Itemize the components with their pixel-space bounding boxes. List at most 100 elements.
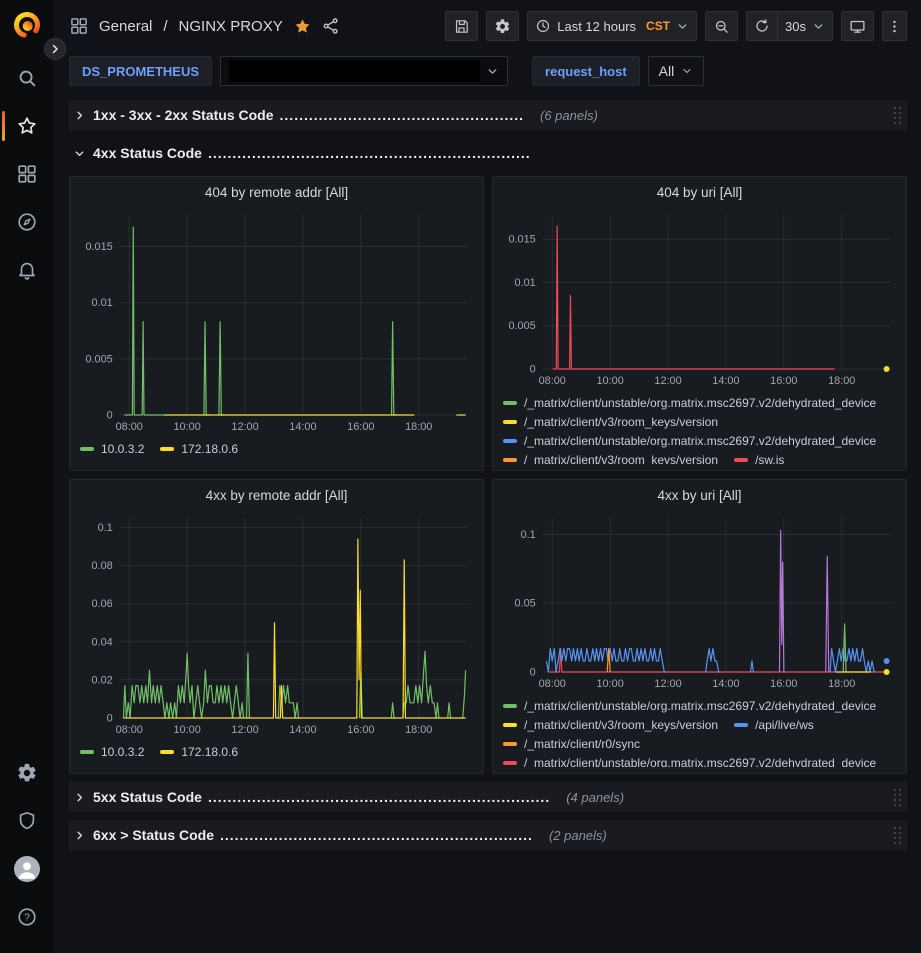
- sidebar-item-alerting[interactable]: [0, 246, 54, 294]
- legend-item[interactable]: /sw.js: [734, 453, 784, 464]
- row-drag-handle[interactable]: [891, 105, 903, 125]
- row-title: 5xx Status Code: [93, 789, 202, 805]
- grafana-logo[interactable]: [12, 10, 42, 40]
- legend-item[interactable]: 172.18.0.6: [160, 745, 238, 759]
- star-icon: [18, 117, 36, 134]
- request-host-select[interactable]: All: [647, 56, 705, 86]
- chart-canvas[interactable]: 08:00 10:00 12:00 14:00 16:00 18:00 0 0.02 0.04 0…: [78, 510, 475, 741]
- legend-item[interactable]: /api/live/ws: [734, 718, 814, 732]
- legend-swatch: [503, 439, 517, 443]
- legend-swatch: [503, 742, 517, 746]
- request-host-value: All: [658, 63, 675, 79]
- legend-swatch: [503, 761, 517, 765]
- legend-item[interactable]: /_matrix/client/r0/sync: [503, 737, 640, 751]
- legend-label[interactable]: 10.0.3.2: [101, 745, 145, 759]
- row-drag-handle[interactable]: [891, 787, 903, 807]
- legend-label[interactable]: /_matrix/client/v3/room_keys/version: [524, 718, 719, 732]
- legend-label[interactable]: 172.18.0.6: [181, 442, 239, 456]
- clock-icon: [537, 19, 550, 33]
- svg-text:18:00: 18:00: [828, 678, 855, 690]
- legend-item[interactable]: 10.0.3.2: [80, 442, 144, 456]
- sidebar-item-starred[interactable]: [0, 102, 54, 150]
- legend-label[interactable]: /_matrix/client/unstable/org.matrix.msc2…: [524, 396, 877, 410]
- legend-item[interactable]: /_matrix/client/v3/room_keys/version: [503, 415, 718, 429]
- sidebar-item-server-admin[interactable]: [0, 797, 54, 845]
- svg-text:16:00: 16:00: [347, 421, 374, 433]
- breadcrumb-dashboard-title[interactable]: NGINX PROXY: [178, 17, 283, 35]
- row-panel-count: (6 panels): [540, 107, 598, 123]
- sidebar-item-profile[interactable]: [0, 845, 54, 893]
- row-drag-handle[interactable]: [891, 825, 903, 845]
- row-toggle[interactable]: 5xx Status Code ........................…: [71, 789, 891, 805]
- bell-icon: [19, 262, 35, 280]
- panel-title[interactable]: 404 by uri [All]: [656, 185, 743, 200]
- legend-item[interactable]: 172.18.0.6: [160, 442, 238, 456]
- refresh-interval-picker[interactable]: 30s: [777, 11, 833, 41]
- dashboards-grid-icon: [18, 165, 36, 183]
- share-icon[interactable]: [322, 17, 340, 35]
- legend-label[interactable]: /_matrix/client/unstable/org.matrix.msc2…: [524, 756, 877, 767]
- question-circle-icon: ?: [18, 908, 36, 926]
- zoom-out-time-button[interactable]: [705, 11, 739, 41]
- legend-label[interactable]: /api/live/ws: [755, 718, 814, 732]
- svg-text:0.005: 0.005: [508, 320, 535, 332]
- row-toggle[interactable]: 6xx > Status Code ......................…: [71, 827, 891, 843]
- favorite-star-icon[interactable]: [293, 17, 312, 36]
- datasource-select[interactable]: [220, 56, 509, 86]
- refresh-button[interactable]: [746, 11, 778, 41]
- dashboard-row-4xx: 4xx Status Code ........................…: [69, 138, 907, 168]
- legend-item[interactable]: /_matrix/client/unstable/org.matrix.msc2…: [503, 434, 876, 448]
- zoom-out-icon: [715, 20, 728, 33]
- svg-text:0.1: 0.1: [521, 529, 536, 541]
- legend-label[interactable]: /_matrix/client/v3/room_keys/version: [524, 415, 719, 429]
- svg-text:08:00: 08:00: [116, 421, 143, 433]
- legend-item[interactable]: /_matrix/client/v3/room_keys/version: [503, 453, 718, 464]
- datasource-value-redacted: [229, 60, 481, 82]
- row-toggle[interactable]: 1xx - 3xx - 2xx Status Code ............…: [71, 107, 891, 123]
- variable-label-datasource: DS_PROMETHEUS: [69, 56, 213, 86]
- legend-label[interactable]: /_matrix/client/v3/room_keys/version: [524, 453, 719, 464]
- legend-label[interactable]: 172.18.0.6: [181, 745, 239, 759]
- chart-canvas[interactable]: 08:00 10:00 12:00 14:00 16:00 18:00 0 0.05 0.1: [501, 510, 898, 695]
- sidebar-item-explore[interactable]: [0, 198, 54, 246]
- panel-title[interactable]: 404 by remote addr [All]: [204, 185, 349, 200]
- gear-icon: [18, 763, 36, 782]
- apps-grid-icon: [71, 18, 87, 34]
- save-dashboard-button[interactable]: [445, 11, 479, 41]
- legend-label[interactable]: /sw.js: [755, 453, 785, 464]
- more-options-button[interactable]: [882, 11, 907, 41]
- legend-swatch: [160, 750, 175, 754]
- panel-legend: 10.0.3.2 172.18.0.6: [78, 741, 475, 759]
- legend-label[interactable]: /_matrix/client/r0/sync: [524, 737, 641, 751]
- legend-label[interactable]: /_matrix/client/unstable/org.matrix.msc2…: [524, 434, 877, 448]
- chart-canvas[interactable]: 08:00 10:00 12:00 14:00 16:00 18:00 0 0.005 0.01…: [78, 207, 475, 438]
- row-panel-count: (2 panels): [548, 827, 607, 843]
- sidebar-expand-button[interactable]: [44, 38, 66, 60]
- legend-item[interactable]: /_matrix/client/unstable/org.matrix.msc2…: [503, 396, 876, 410]
- sidebar-item-search[interactable]: [0, 54, 54, 102]
- compass-icon: [18, 213, 36, 231]
- sidebar-item-configuration[interactable]: [0, 749, 54, 797]
- legend-item[interactable]: 10.0.3.2: [80, 745, 144, 759]
- legend-label[interactable]: /_matrix/client/unstable/org.matrix.msc2…: [524, 699, 877, 713]
- dashboard-settings-button[interactable]: [486, 11, 520, 41]
- legend-label[interactable]: 10.0.3.2: [101, 442, 145, 456]
- legend-swatch: [503, 704, 517, 708]
- panel-title[interactable]: 4xx by uri [All]: [657, 488, 742, 503]
- legend-item[interactable]: /_matrix/client/unstable/org.matrix.msc2…: [503, 756, 876, 767]
- legend-item[interactable]: /_matrix/client/v3/room_keys/version: [503, 718, 718, 732]
- chart-canvas[interactable]: 08:00 10:00 12:00 14:00 16:00 18:00 0 0.005 0.01…: [501, 207, 898, 392]
- row-toggle[interactable]: 4xx Status Code ........................…: [71, 145, 903, 161]
- time-range-picker[interactable]: Last 12 hours CST: [527, 11, 698, 41]
- kebab-menu-icon: [893, 20, 896, 32]
- panel-title[interactable]: 4xx by remote addr [All]: [205, 488, 348, 503]
- tv-mode-button[interactable]: [841, 11, 874, 41]
- legend-item[interactable]: /_matrix/client/unstable/org.matrix.msc2…: [503, 699, 876, 713]
- breadcrumb-folder[interactable]: General: [99, 17, 153, 35]
- svg-text:?: ?: [24, 913, 30, 924]
- sidebar-item-dashboards[interactable]: [0, 150, 54, 198]
- svg-text:0.05: 0.05: [515, 598, 536, 610]
- panel-4xx-by-uri: 4xx by uri [All] 08:00 10:00 12:00 14:00 16:…: [492, 479, 907, 774]
- sidebar-item-help[interactable]: ?: [0, 893, 54, 941]
- chevron-right-icon: [71, 792, 87, 803]
